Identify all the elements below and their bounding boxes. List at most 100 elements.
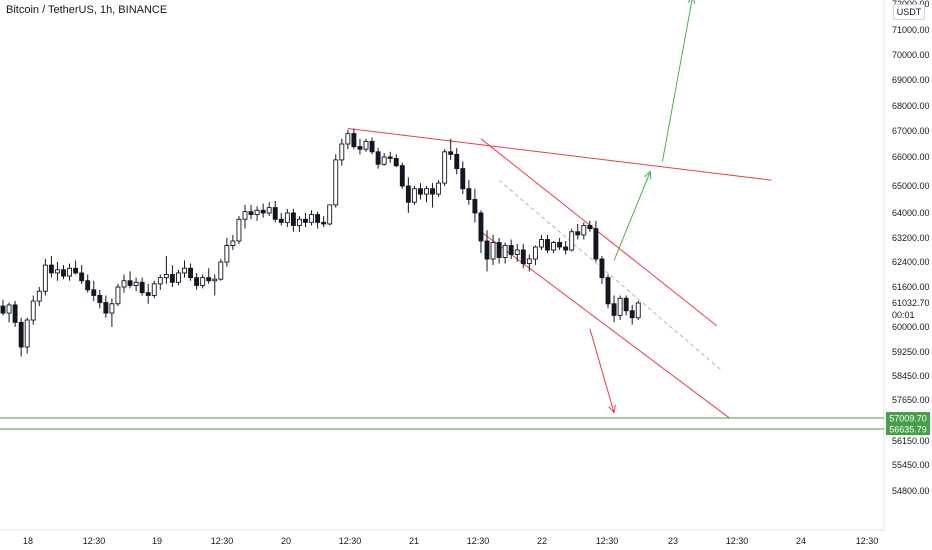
candle[interactable] xyxy=(551,241,556,253)
channel-upper-line[interactable] xyxy=(480,138,718,327)
candle[interactable] xyxy=(303,213,308,228)
candle[interactable] xyxy=(284,208,290,228)
candle[interactable] xyxy=(109,298,115,327)
time-scale[interactable]: 18 12:30 19 12:30 20 12:30 21 12:30 22 12:30 23 12:… xyxy=(23,536,878,546)
candle[interactable] xyxy=(230,234,236,250)
candle[interactable] xyxy=(466,180,472,205)
candle[interactable] xyxy=(381,153,387,166)
candle[interactable] xyxy=(18,317,24,357)
candle[interactable] xyxy=(133,277,139,292)
candle[interactable] xyxy=(484,230,490,272)
candle[interactable] xyxy=(526,254,532,272)
candle[interactable] xyxy=(73,260,79,275)
candle[interactable] xyxy=(369,137,375,155)
candle[interactable] xyxy=(55,262,60,281)
candle[interactable] xyxy=(563,241,569,255)
candle[interactable] xyxy=(103,295,109,318)
breakout-arrow[interactable] xyxy=(613,170,652,261)
candle[interactable] xyxy=(345,129,351,150)
candle[interactable] xyxy=(617,295,623,321)
candle[interactable] xyxy=(236,216,242,244)
candle[interactable] xyxy=(357,138,363,155)
candle[interactable] xyxy=(139,277,145,296)
candle[interactable] xyxy=(42,259,48,296)
candle[interactable] xyxy=(623,295,629,316)
candle[interactable] xyxy=(309,210,314,226)
candle[interactable] xyxy=(212,274,218,296)
candle[interactable] xyxy=(248,204,254,220)
candle[interactable] xyxy=(327,204,333,226)
candle[interactable] xyxy=(454,147,460,175)
candle[interactable] xyxy=(321,216,327,228)
candle[interactable] xyxy=(30,295,36,325)
candle[interactable] xyxy=(169,265,175,287)
candlestick-series[interactable] xyxy=(0,128,641,357)
candle[interactable] xyxy=(424,186,429,203)
candle[interactable] xyxy=(399,162,405,189)
candle[interactable] xyxy=(6,302,12,323)
candle[interactable] xyxy=(363,138,369,152)
candle[interactable] xyxy=(418,183,423,200)
candle[interactable] xyxy=(145,283,151,304)
candle[interactable] xyxy=(151,280,157,299)
candle[interactable] xyxy=(593,220,599,262)
candle[interactable] xyxy=(91,280,97,302)
candle[interactable] xyxy=(490,234,496,266)
candle[interactable] xyxy=(605,274,611,309)
candle[interactable] xyxy=(61,265,66,280)
candle[interactable] xyxy=(387,151,393,163)
candle[interactable] xyxy=(218,259,224,281)
candle[interactable] xyxy=(24,317,30,354)
candle[interactable] xyxy=(175,269,181,286)
candle[interactable] xyxy=(12,301,18,327)
candle[interactable] xyxy=(569,228,575,252)
candle[interactable] xyxy=(315,211,321,229)
candle[interactable] xyxy=(375,147,381,169)
candle[interactable] xyxy=(0,299,6,316)
candle[interactable] xyxy=(79,265,85,284)
price-scale[interactable]: 72000.0071000.0070000.0069000.0068000.00… xyxy=(892,0,930,496)
candle[interactable] xyxy=(587,220,593,232)
candle[interactable] xyxy=(599,256,605,284)
candle[interactable] xyxy=(508,239,514,260)
candle[interactable] xyxy=(405,177,411,213)
candle[interactable] xyxy=(557,238,563,250)
candle[interactable] xyxy=(393,154,399,168)
candle[interactable] xyxy=(194,272,200,290)
candle[interactable] xyxy=(430,183,435,208)
candle[interactable] xyxy=(514,244,520,262)
candle[interactable] xyxy=(163,256,169,284)
candle[interactable] xyxy=(278,213,284,226)
candle[interactable] xyxy=(272,200,278,223)
candle[interactable] xyxy=(97,289,103,309)
candle[interactable] xyxy=(157,274,163,290)
candle[interactable] xyxy=(242,204,248,229)
candle[interactable] xyxy=(472,188,478,223)
candle[interactable] xyxy=(545,234,550,253)
candle[interactable] xyxy=(532,245,538,266)
candle[interactable] xyxy=(502,242,508,264)
candle[interactable] xyxy=(460,161,466,195)
candle[interactable] xyxy=(36,287,42,307)
candle[interactable] xyxy=(115,283,121,307)
candle[interactable] xyxy=(67,263,73,281)
candle[interactable] xyxy=(200,274,206,289)
candle[interactable] xyxy=(127,271,133,289)
channel-midline[interactable] xyxy=(498,179,724,372)
candle[interactable] xyxy=(290,208,296,232)
upper-trendline[interactable] xyxy=(347,128,772,181)
candle[interactable] xyxy=(478,210,484,253)
candle[interactable] xyxy=(629,304,635,325)
candle[interactable] xyxy=(635,301,641,321)
candle[interactable] xyxy=(85,274,91,293)
candle[interactable] xyxy=(448,138,454,160)
candle[interactable] xyxy=(539,234,544,250)
candle[interactable] xyxy=(48,256,54,278)
candle[interactable] xyxy=(351,128,357,150)
candle[interactable] xyxy=(182,260,187,278)
candle[interactable] xyxy=(297,216,302,232)
candle[interactable] xyxy=(188,263,194,281)
candle[interactable] xyxy=(581,222,587,240)
